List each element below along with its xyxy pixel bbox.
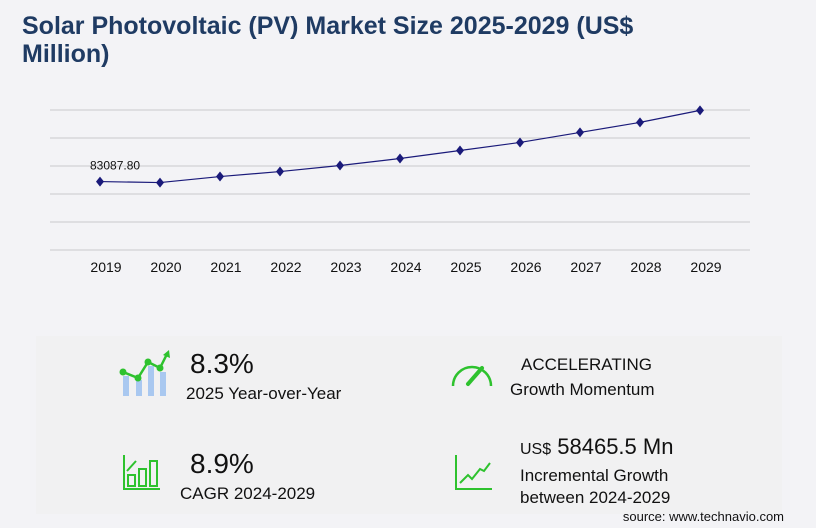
x-tick-label: 2025 [450, 259, 481, 275]
source-text: source: www.technavio.com [622, 509, 784, 524]
data-point [576, 127, 584, 138]
x-tick-label: 2029 [690, 259, 721, 275]
data-point [216, 171, 224, 182]
momentum-label: Growth Momentum [510, 380, 655, 399]
series-line [99, 109, 701, 184]
bar-chart-icon [123, 455, 160, 490]
x-tick-label: 2020 [150, 259, 181, 275]
data-point [156, 177, 164, 188]
bar-line-growth-icon [119, 350, 170, 396]
data-point [516, 137, 524, 148]
x-tick-label: 2019 [90, 259, 121, 275]
incremental-label: Incremental Growth [520, 466, 669, 485]
data-label: 83087.80 [90, 159, 140, 173]
cagr-value: 8.9% [190, 448, 254, 479]
incremental-label-2: between 2024-2029 [520, 488, 671, 507]
cagr-label: CAGR 2024-2029 [180, 484, 316, 503]
x-tick-label: 2027 [570, 259, 601, 275]
x-tick-label: 2026 [510, 259, 541, 275]
data-point [636, 117, 644, 128]
currency-prefix: US$ [520, 441, 552, 458]
x-tick-label: 2022 [270, 259, 301, 275]
x-tick-label: 2023 [330, 259, 361, 275]
x-tick-label: 2021 [210, 259, 241, 275]
incremental-amount: 58465.5 Mn [557, 434, 674, 459]
trend-line-icon [455, 455, 492, 490]
data-point [456, 145, 464, 156]
momentum-value: ACCELERATING [521, 355, 652, 374]
chart-title: Solar Photovoltaic (PV) Market Size 2025… [22, 12, 634, 68]
yoy-label: 2025 Year-over-Year [186, 384, 342, 403]
incremental-value: US$ 58465.5 Mn [520, 434, 673, 460]
data-point [396, 153, 404, 164]
data-point [696, 105, 704, 116]
speedometer-icon [451, 365, 493, 387]
data-point [96, 176, 104, 187]
x-tick-label: 2028 [630, 259, 661, 275]
yoy-value: 8.3% [190, 348, 254, 379]
x-tick-label: 2024 [390, 259, 421, 275]
data-point [276, 166, 284, 177]
data-point [336, 160, 344, 171]
line-chart: 2019 83087.80 2020 2021 2022 2023 2024 2025 2026… [50, 105, 750, 275]
